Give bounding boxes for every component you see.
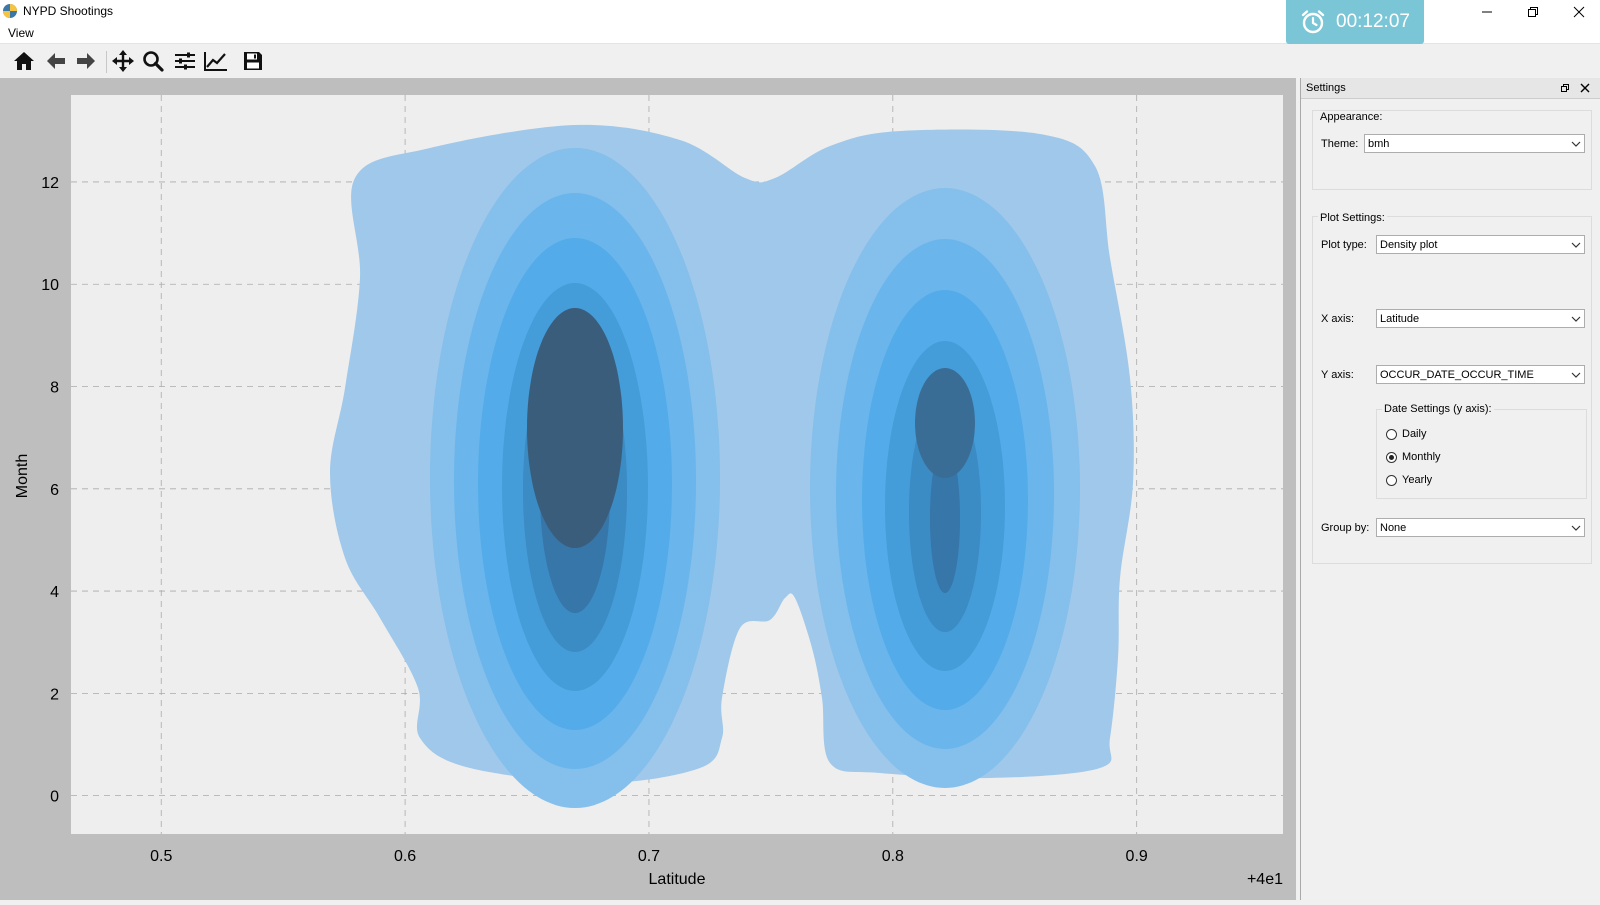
theme-select[interactable]: bmh xyxy=(1364,134,1585,153)
home-button[interactable] xyxy=(11,49,37,73)
plot-settings-group xyxy=(1312,216,1592,564)
close-icon xyxy=(1580,83,1590,93)
plot-type-label: Plot type: xyxy=(1321,239,1367,251)
python-app-icon xyxy=(3,4,17,18)
theme-label: Theme: xyxy=(1321,138,1359,150)
zoom-icon xyxy=(143,51,164,72)
x-tick-label: 0.5 xyxy=(150,848,172,865)
subplots-config-icon xyxy=(175,52,195,70)
radio-monthly-indicator[interactable] xyxy=(1386,451,1397,463)
menu-view[interactable]: View xyxy=(8,26,34,40)
appearance-group xyxy=(1312,110,1592,190)
chevron-down-icon xyxy=(1571,525,1581,531)
y-axis-select[interactable]: OCCUR_DATE_OCCUR_TIME xyxy=(1376,365,1585,384)
minimize-icon xyxy=(1482,11,1492,12)
menu-bar: View xyxy=(0,23,1600,44)
chevron-down-icon xyxy=(1571,141,1581,147)
x-tick-label: 0.8 xyxy=(882,848,904,865)
x-tick-label: 0.7 xyxy=(638,848,660,865)
save-icon xyxy=(244,52,262,70)
y-tick-label: 4 xyxy=(50,584,59,601)
y-tick-label: 2 xyxy=(50,686,59,703)
x-axis-select[interactable]: Latitude xyxy=(1376,309,1585,328)
density-peak-left xyxy=(527,308,623,548)
radio-yearly[interactable]: Yearly xyxy=(1386,472,1432,488)
radio-daily-label: Daily xyxy=(1402,428,1427,440)
alarm-clock-icon xyxy=(1301,10,1325,34)
y-tick-label: 10 xyxy=(41,277,59,294)
edit-axis-button[interactable] xyxy=(203,49,229,73)
settings-panel-header: Settings xyxy=(1301,78,1600,99)
group-by-value: None xyxy=(1380,522,1407,534)
radio-monthly-label: Monthly xyxy=(1402,451,1441,463)
edit-axis-icon xyxy=(204,52,227,71)
x-tick-label: 0.6 xyxy=(394,848,416,865)
radio-daily-indicator[interactable] xyxy=(1386,428,1397,440)
subplots-button[interactable] xyxy=(172,49,198,73)
forward-arrow-icon xyxy=(77,53,95,69)
back-button[interactable] xyxy=(43,49,69,73)
window-title: NYPD Shootings xyxy=(23,4,114,18)
title-bar: NYPD Shootings xyxy=(0,0,1600,23)
radio-daily[interactable]: Daily xyxy=(1386,426,1426,442)
radio-yearly-label: Yearly xyxy=(1402,474,1433,486)
y-axis-label: Month xyxy=(14,454,31,498)
density-contours xyxy=(330,124,1134,808)
radio-monthly[interactable]: Monthly xyxy=(1386,449,1441,465)
chevron-down-icon xyxy=(1571,316,1581,322)
density-level-right-7 xyxy=(930,443,960,593)
date-settings-title: Date Settings (y axis): xyxy=(1382,403,1494,415)
undock-button[interactable] xyxy=(1557,80,1573,96)
appearance-group-title: Appearance: xyxy=(1318,111,1385,123)
y-tick-label: 0 xyxy=(50,789,59,806)
x-axis-label: Latitude xyxy=(649,871,706,888)
chevron-down-icon xyxy=(1571,242,1581,248)
x-tick-label: 0.9 xyxy=(1126,848,1148,865)
undock-icon xyxy=(1561,84,1569,92)
restore-icon xyxy=(1528,6,1538,17)
chevron-down-icon xyxy=(1571,372,1581,378)
minimize-button[interactable] xyxy=(1464,0,1510,23)
back-arrow-icon xyxy=(47,53,65,69)
timer-text: 00:12:07 xyxy=(1336,11,1410,32)
x-axis-value: Latitude xyxy=(1380,313,1420,325)
home-icon xyxy=(14,52,34,70)
plot-type-value: Density plot xyxy=(1380,239,1438,251)
zoom-button[interactable] xyxy=(140,49,166,73)
close-window-button[interactable] xyxy=(1556,0,1600,23)
theme-value: bmh xyxy=(1368,138,1390,150)
y-tick-label: 8 xyxy=(50,380,59,397)
plot-type-select[interactable]: Density plot xyxy=(1376,235,1585,254)
y-tick-label: 12 xyxy=(41,175,59,192)
x-axis-label-text: X axis: xyxy=(1321,313,1355,325)
forward-button[interactable] xyxy=(73,49,99,73)
y-tick-label: 6 xyxy=(50,482,59,499)
pan-icon xyxy=(112,50,134,72)
timer-widget[interactable]: 00:12:07 xyxy=(1286,0,1424,44)
plot-settings-group-title: Plot Settings: xyxy=(1318,212,1387,224)
toolbar-separator xyxy=(106,51,107,73)
y-axis-value: OCCUR_DATE_OCCUR_TIME xyxy=(1380,369,1534,381)
x-offset-label: +4e1 xyxy=(1247,871,1283,888)
close-panel-button[interactable] xyxy=(1577,80,1593,96)
save-button[interactable] xyxy=(240,49,266,73)
group-by-select[interactable]: None xyxy=(1376,518,1585,537)
group-by-label: Group by: xyxy=(1321,522,1370,534)
radio-yearly-indicator[interactable] xyxy=(1386,474,1397,486)
close-icon xyxy=(1573,6,1585,17)
plot-toolbar xyxy=(0,44,1600,78)
plot-canvas[interactable]: 0.5 0.6 0.7 0.8 0.9 0 2 4 6 8 10 12 Latitude Month … xyxy=(0,78,1296,900)
settings-title: Settings xyxy=(1306,82,1346,94)
density-peak-right xyxy=(915,368,975,478)
pan-button[interactable] xyxy=(110,49,136,73)
y-axis-label-text: Y axis: xyxy=(1321,369,1354,381)
restore-button[interactable] xyxy=(1510,0,1556,23)
